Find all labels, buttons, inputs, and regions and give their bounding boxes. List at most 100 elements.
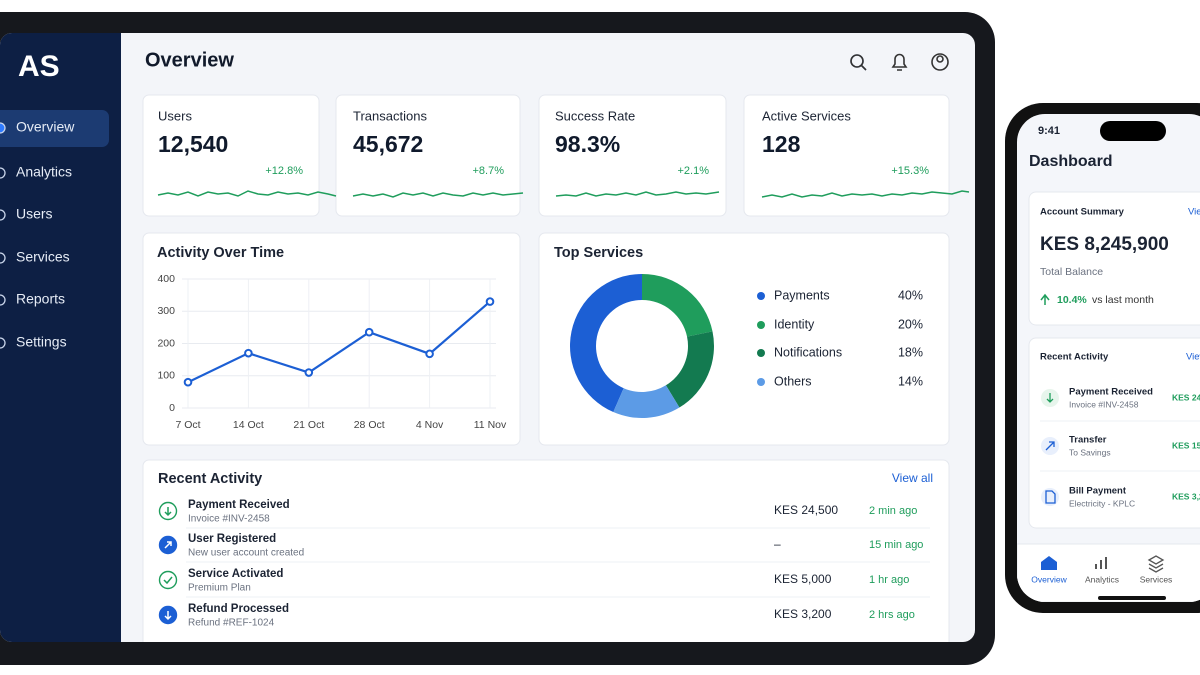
tab-icon (1147, 555, 1165, 573)
stat-label: Active Services (762, 108, 851, 123)
link[interactable]: View all (892, 471, 933, 485)
stat-card (142, 94, 320, 217)
tab-icon (1041, 556, 1057, 570)
phone-recent-card (1028, 337, 1200, 529)
link[interactable]: View (1186, 352, 1200, 363)
activity-title: Payment Received (1069, 387, 1153, 398)
tab-label[interactable]: Services (1140, 574, 1173, 584)
phone-title: Dashboard (1029, 153, 1113, 170)
activity-amount: KES 24,500 (1172, 392, 1200, 402)
activity-amount: KES 15,000 (1172, 440, 1200, 450)
activity-title: Refund Processed (188, 603, 289, 615)
phone-screen: 9:41 Dashboard Account Summary View KES 8,24… (1017, 114, 1200, 602)
stat-change: +8.7% (473, 165, 505, 177)
tablet-screen: AS Overview Analytics Users Services Reports S… (0, 33, 975, 642)
activity-title: Payment Received (188, 499, 290, 511)
activity-subtitle: Invoice #INV-2458 (1069, 399, 1139, 409)
dynamic-island (1100, 121, 1166, 141)
activity-subtitle: Refund #REF-1024 (188, 618, 275, 629)
chart-title: Activity Over Time (157, 245, 284, 261)
point (485, 297, 495, 306)
point (425, 349, 434, 359)
home-indicator (1098, 596, 1166, 600)
legend-label: Notifications (774, 345, 842, 359)
legend-dot (757, 349, 765, 357)
activity-amount: KES 24,500 (774, 503, 838, 517)
activity-time: 2 min ago (869, 505, 917, 517)
nav-icon (0, 294, 6, 306)
stat-change: +2.1% (678, 165, 710, 177)
search-icon (850, 54, 867, 71)
nav-icon (0, 167, 6, 179)
activity-glyph (1045, 441, 1055, 451)
donut-segment (665, 331, 714, 408)
nav-item[interactable]: Settings (16, 334, 67, 350)
activity-amount: – (774, 537, 781, 551)
tab-bar (1017, 543, 1200, 602)
balance-label: Total Balance (1040, 266, 1103, 278)
activity-glyph (164, 507, 172, 517)
services-card (538, 232, 950, 446)
card-title: Account Summary (1040, 207, 1125, 218)
y-tick-label: 200 (157, 337, 175, 349)
stat-card (743, 94, 950, 217)
activity-subtitle: Electricity - KPLC (1069, 498, 1135, 508)
nav-item[interactable]: Reports (16, 291, 65, 307)
y-tick-label: 300 (157, 305, 175, 317)
nav-item[interactable]: Services (16, 249, 70, 265)
up-arrow (1040, 293, 1050, 305)
stat-change: +15.3% (891, 165, 929, 177)
point (183, 377, 193, 387)
activity-time: 1 hr ago (869, 574, 909, 586)
point (304, 368, 314, 377)
activity-title: Service Activated (188, 568, 283, 580)
y-tick-label: 400 (157, 273, 175, 285)
activity-glyph (164, 541, 172, 549)
activity-title: Bill Payment (1069, 486, 1127, 497)
activity-amount: KES 3,200 (774, 607, 832, 621)
activity-subtitle: Premium Plan (188, 583, 251, 594)
donut-segment (642, 274, 713, 337)
nav-active (0, 110, 109, 147)
balance: KES 8,245,900 (1040, 234, 1169, 255)
x-tick-label: 7 Oct (175, 419, 200, 431)
line (187, 300, 491, 384)
legend-dot (757, 378, 765, 386)
brand: AS (18, 50, 60, 83)
stat-value: 12,540 (158, 131, 228, 157)
donut-segment (613, 385, 680, 419)
activity-glyph (164, 611, 172, 621)
nav-item[interactable]: Overview (16, 119, 75, 135)
x-tick-label: 11 Nov (474, 419, 507, 431)
link[interactable]: View (1188, 207, 1200, 218)
legend-value: 14% (898, 374, 923, 388)
status-time: 9:41 (1038, 125, 1060, 137)
legend-label: Identity (774, 317, 815, 331)
activity-subtitle: Invoice #INV-2458 (188, 514, 270, 525)
legend-label: Others (774, 374, 812, 388)
x-tick-label: 21 Oct (293, 419, 324, 431)
activity-glyph (1046, 393, 1054, 403)
activity-subtitle: New user account created (188, 548, 304, 559)
section-title: Recent Activity (158, 471, 262, 487)
nav-item[interactable]: Analytics (16, 164, 72, 180)
point (244, 348, 253, 358)
tab-label[interactable]: Analytics (1085, 574, 1119, 584)
nav-icon (0, 209, 6, 221)
y-tick-label: 100 (157, 370, 175, 382)
activity-amount: KES 3,200 (1172, 491, 1200, 501)
nav-icon (0, 337, 6, 349)
activity-time: 2 hrs ago (869, 609, 915, 621)
sparklines (157, 190, 970, 198)
y-tick-label: 0 (169, 402, 175, 414)
card-title: Recent Activity (1040, 352, 1109, 363)
tab-label[interactable]: Overview (1031, 574, 1067, 584)
chart-title: Top Services (554, 245, 643, 261)
point (364, 327, 374, 337)
stat-label: Transactions (353, 108, 427, 123)
nav-item[interactable]: Users (16, 206, 53, 222)
activity-card (142, 232, 521, 446)
legend-value: 20% (898, 317, 923, 331)
